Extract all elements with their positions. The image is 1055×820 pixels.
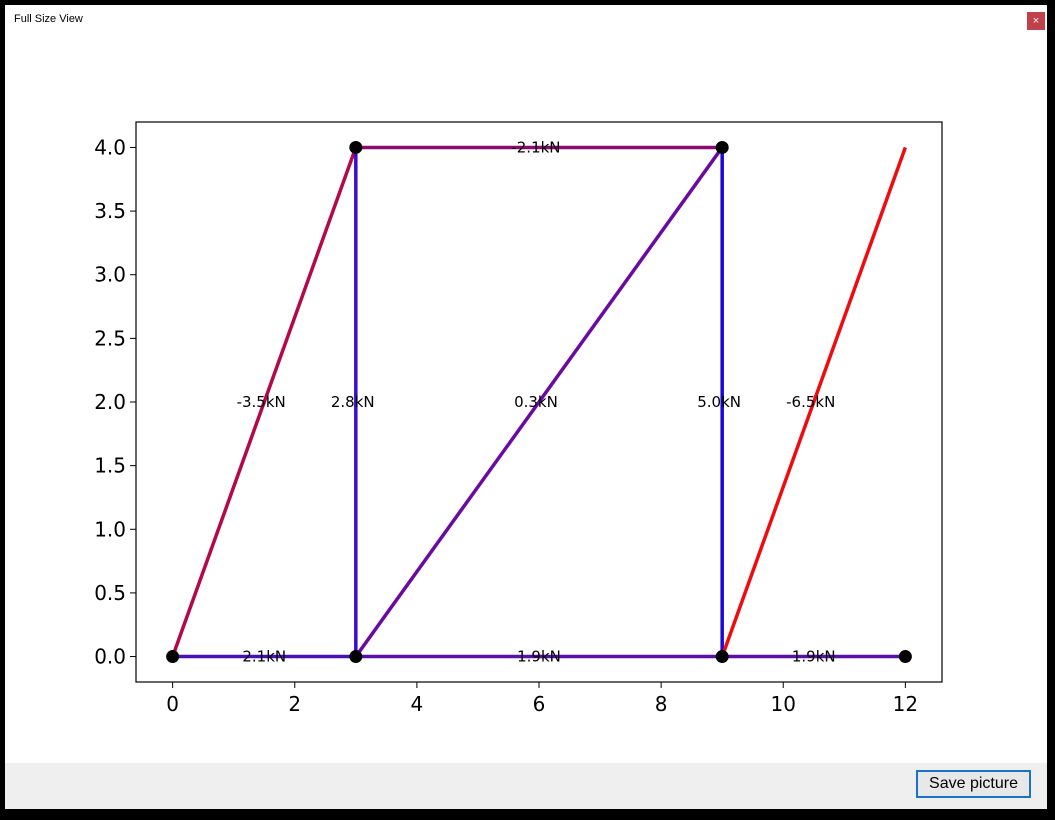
y-tick-label: 2.5 [94, 326, 126, 350]
y-tick-label: 3.0 [94, 263, 126, 287]
full-size-view-window: Full Size View × 0 2 4 6 8 10 12 0.0 0.5 1.0 1.5 2.… [5, 5, 1047, 809]
y-tick-label: 1.5 [94, 454, 126, 478]
member-force-label: 2.1kN [242, 648, 286, 666]
close-icon: × [1032, 15, 1040, 27]
member-force-label: 1.9kN [517, 648, 561, 666]
y-tick-label: 3.5 [94, 199, 126, 223]
truss-node [898, 650, 912, 664]
truss-node [349, 650, 363, 664]
y-tick-label: 0.5 [94, 581, 126, 605]
truss-member [170, 146, 358, 658]
x-tick-label: 10 [771, 692, 796, 716]
member-force-label: -3.5kN [237, 393, 286, 411]
x-tick-label: 6 [533, 692, 546, 716]
x-tick-label: 2 [288, 692, 301, 716]
truss-node [349, 140, 363, 154]
save-picture-button[interactable]: Save picture [916, 770, 1031, 798]
y-tick-label: 2.0 [94, 390, 126, 414]
close-button[interactable]: × [1027, 12, 1045, 30]
member-force-label: 1.9kN [792, 648, 836, 666]
footer-bar: Save picture [5, 763, 1047, 809]
y-tick-label: 1.0 [94, 517, 126, 541]
truss-node [715, 140, 729, 154]
member-force-label: 0.3kN [514, 393, 558, 411]
save-picture-label: Save picture [929, 775, 1018, 792]
member-force-label: -6.5kN [786, 393, 835, 411]
member-force-label: 2.8kN [331, 393, 375, 411]
x-tick-label: 12 [893, 692, 918, 716]
x-tick-label: 0 [166, 692, 179, 716]
truss-node [166, 650, 180, 664]
y-tick-label: 0.0 [94, 645, 126, 669]
truss-node [715, 650, 729, 664]
window-title: Full Size View [14, 13, 83, 25]
y-tick-label: 4.0 [94, 135, 126, 159]
member-force-label: 5.0kN [697, 393, 741, 411]
truss-member [354, 146, 724, 658]
title-bar: Full Size View × [5, 5, 1047, 35]
truss-plot: 0 2 4 6 8 10 12 0.0 0.5 1.0 1.5 2.0 2.5 3.0 3.5 4.0 2.1k… [94, 121, 943, 716]
x-tick-label: 8 [655, 692, 668, 716]
x-tick-label: 4 [411, 692, 424, 716]
member-force-label: -2.1kN [511, 138, 560, 156]
truss-member [720, 146, 908, 658]
